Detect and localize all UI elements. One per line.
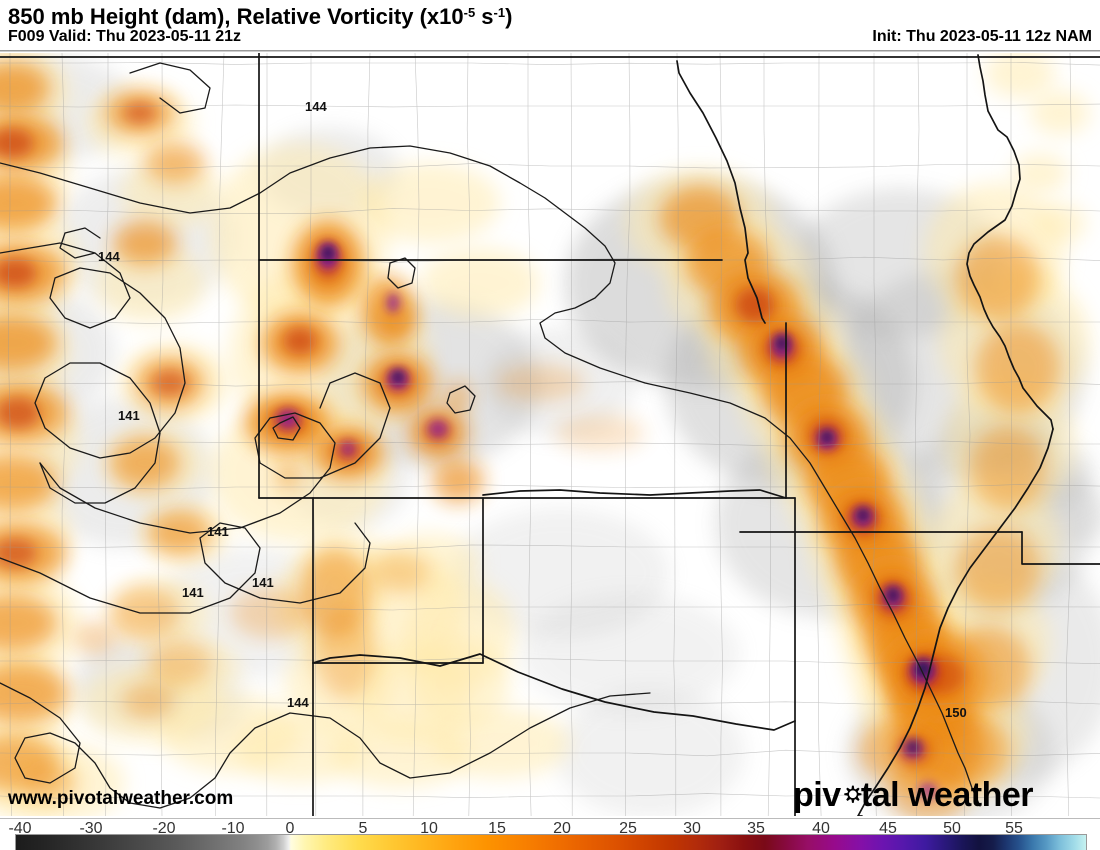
svg-text:144: 144 bbox=[287, 695, 309, 710]
svg-text:144: 144 bbox=[98, 249, 120, 264]
svg-text:141: 141 bbox=[118, 408, 140, 423]
svg-text:141: 141 bbox=[207, 524, 229, 539]
svg-text:150: 150 bbox=[945, 705, 967, 720]
svg-text:141: 141 bbox=[252, 575, 274, 590]
svg-text:144: 144 bbox=[305, 99, 327, 114]
svg-text:141: 141 bbox=[182, 585, 204, 600]
